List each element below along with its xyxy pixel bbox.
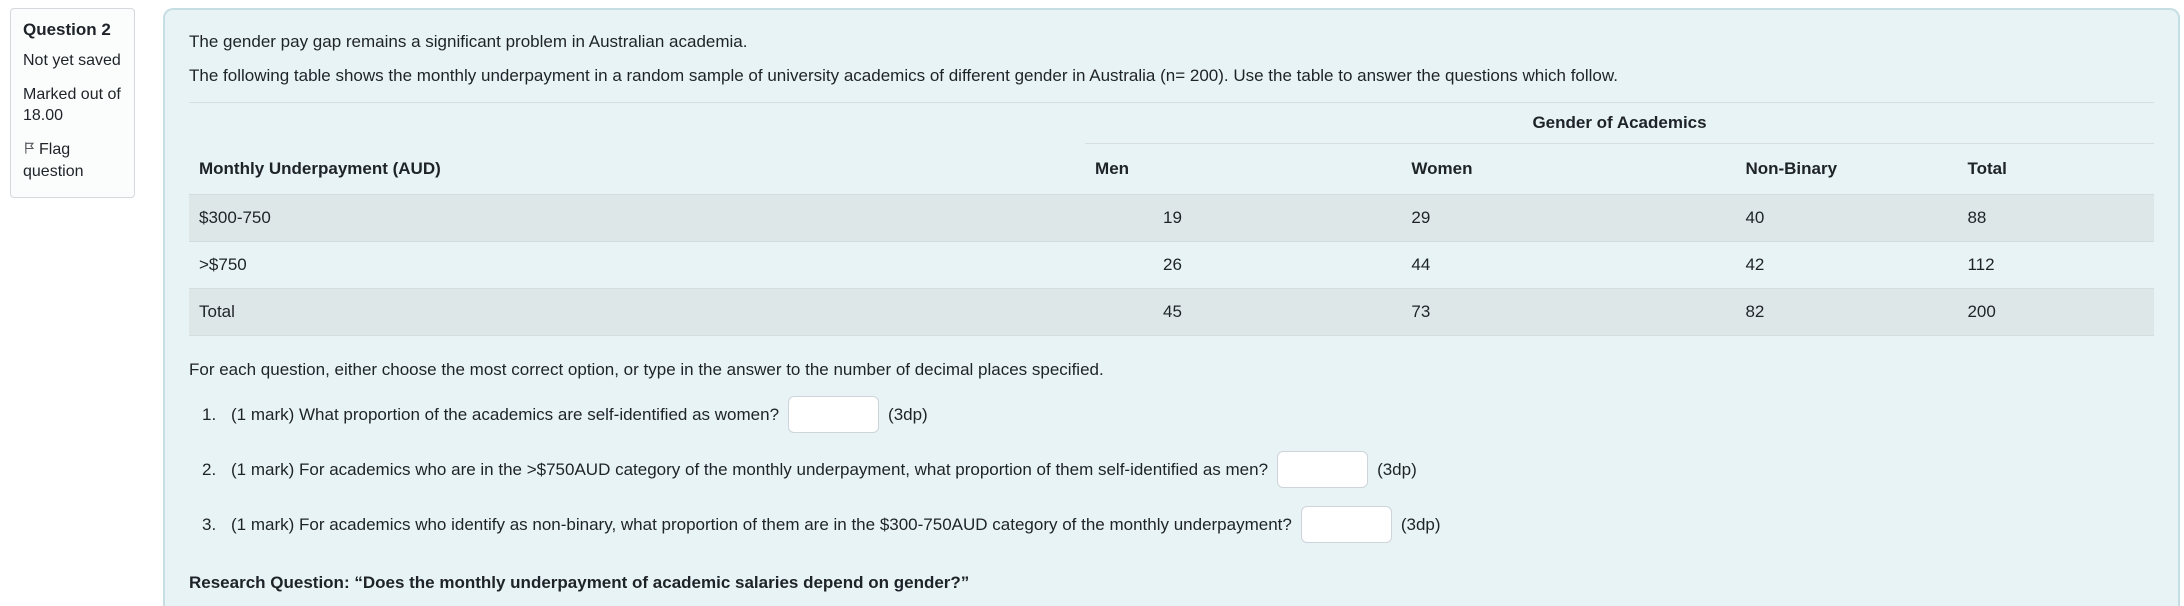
cell-value: 19: [1163, 208, 1182, 227]
cell-value: 200: [1967, 302, 1996, 321]
item-number: 3.: [202, 514, 217, 534]
cell-value: 88: [1967, 208, 1987, 227]
table-row: >$750 26 44 42 112: [189, 241, 2154, 289]
row-label: >$750: [199, 255, 247, 274]
research-question: Research Question: “Does the monthly und…: [189, 573, 970, 592]
intro-paragraph-2: The following table shows the monthly un…: [189, 66, 1618, 85]
table-group-header-row: Gender of Academics: [189, 102, 2154, 144]
flag-question-label: Flag question: [23, 140, 84, 181]
item-text: (1 mark) For academics who are in the >$…: [231, 459, 1269, 479]
frequency-table: Gender of Academics Monthly Underpayment…: [189, 102, 2154, 336]
table-row: Total 45 73 82 200: [189, 288, 2154, 336]
question-list: 1. (1 mark) What proportion of the acade…: [202, 396, 2154, 543]
cell-value: 73: [1411, 302, 1431, 321]
column-header-men: Men: [1095, 159, 1130, 178]
item-number: 2.: [202, 459, 217, 479]
cell-value: 29: [1411, 208, 1431, 227]
flag-icon: [23, 140, 36, 162]
item-text: (1 mark) For academics who identify as n…: [231, 514, 1292, 534]
answer-input-1[interactable]: [788, 396, 880, 433]
intro-paragraph-1: The gender pay gap remains a significant…: [189, 32, 748, 51]
column-header-women: Women: [1411, 159, 1473, 178]
answer-input-2[interactable]: [1277, 451, 1369, 488]
item-text: (1 mark) What proportion of the academic…: [231, 404, 780, 424]
row-label: $300-750: [199, 208, 271, 227]
question-number: Question 2: [23, 20, 111, 39]
flag-question-link[interactable]: Flag question: [23, 139, 122, 183]
column-header-non-binary: Non-Binary: [1745, 159, 1838, 178]
dp-label: (3dp): [1400, 514, 1441, 534]
question-item-2: 2. (1 mark) For academics who are in the…: [202, 451, 2154, 488]
answer-input-3[interactable]: [1300, 506, 1392, 543]
question-info-panel: Question 2 Not yet saved Marked out of 1…: [10, 8, 135, 198]
dp-label: (3dp): [888, 404, 928, 424]
group-header-cell: Gender of Academics: [1085, 102, 2154, 144]
question-grade: Marked out of 18.00: [23, 85, 121, 125]
cell-value: 112: [1967, 255, 1995, 274]
cell-value: 44: [1411, 255, 1431, 274]
instructions-text: For each question, either choose the mos…: [189, 360, 1104, 379]
cell-value: 40: [1745, 208, 1765, 227]
table-column-header-row: Monthly Underpayment (AUD) Men Women Non…: [189, 144, 2154, 195]
cell-value: 26: [1163, 255, 1182, 274]
column-header-total: Total: [1967, 159, 2007, 178]
question-item-3: 3. (1 mark) For academics who identify a…: [202, 506, 2154, 543]
row-label: Total: [199, 302, 235, 321]
table-row: $300-750 19 29 40 88: [189, 194, 2154, 242]
dp-label: (3dp): [1377, 459, 1417, 479]
cell-value: 82: [1745, 302, 1765, 321]
row-header-cell: Monthly Underpayment (AUD): [199, 158, 441, 178]
item-number: 1.: [202, 404, 217, 424]
question-item-1: 1. (1 mark) What proportion of the acade…: [202, 396, 2154, 433]
question-card: The gender pay gap remains a significant…: [163, 8, 2180, 606]
empty-corner-cell: [189, 103, 1085, 144]
question-status: Not yet saved: [23, 51, 121, 69]
cell-value: 45: [1163, 302, 1182, 321]
cell-value: 42: [1745, 255, 1765, 274]
